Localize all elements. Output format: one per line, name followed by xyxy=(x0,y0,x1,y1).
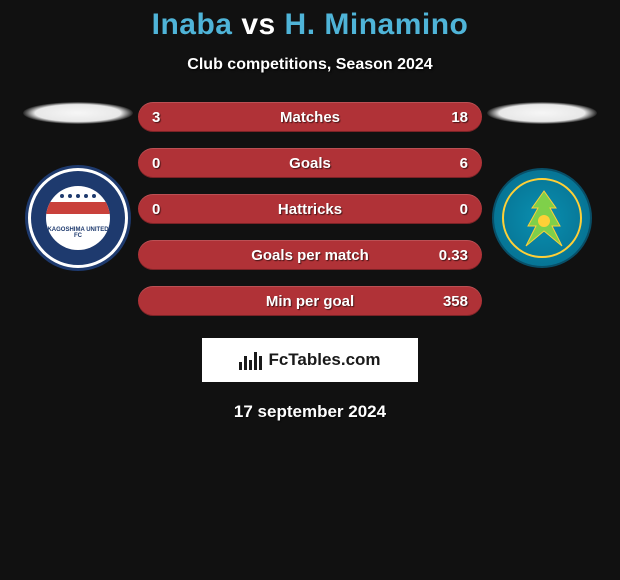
player2-name: H. Minamino xyxy=(285,8,469,41)
stat-bar: 0 Goals 6 xyxy=(138,148,482,178)
player2-placeholder xyxy=(487,102,597,124)
stat-label: Goals per match xyxy=(251,247,369,264)
brand-link[interactable]: FcTables.com xyxy=(202,338,418,382)
vs-separator: vs xyxy=(241,8,275,41)
team2-crest-emblem xyxy=(514,186,574,256)
page-title: Inaba vs H. Minamino xyxy=(152,8,469,42)
stat-label: Min per goal xyxy=(266,293,354,310)
comparison-card: Inaba vs H. Minamino Club competitions, … xyxy=(0,0,620,422)
date-label: 17 september 2024 xyxy=(234,402,386,422)
player1-name: Inaba xyxy=(152,8,233,41)
left-column: KAGOSHIMA UNITED FC xyxy=(18,102,138,268)
crest-stripe xyxy=(46,202,110,214)
stat-bar: 0 Hattricks 0 xyxy=(138,194,482,224)
crest-decor-dots xyxy=(60,194,96,198)
stat-bar: Goals per match 0.33 xyxy=(138,240,482,270)
stats-column: 3 Matches 18 0 Goals 6 0 Hattricks 0 Goals per ma… xyxy=(138,102,482,316)
stat-value-left: 0 xyxy=(152,155,160,172)
stat-value-left: 3 xyxy=(152,109,160,126)
stat-bar: Min per goal 358 xyxy=(138,286,482,316)
team2-crest xyxy=(492,168,592,268)
team1-crest-inner: KAGOSHIMA UNITED FC xyxy=(46,186,110,250)
team1-crest-text: KAGOSHIMA UNITED FC xyxy=(46,227,110,240)
team1-crest: KAGOSHIMA UNITED FC xyxy=(28,168,128,268)
stat-label: Matches xyxy=(280,109,340,126)
stat-value-right: 0 xyxy=(460,201,468,218)
stat-value-right: 6 xyxy=(460,155,468,172)
stat-label: Hattricks xyxy=(278,201,342,218)
stat-value-right: 18 xyxy=(451,109,468,126)
right-column xyxy=(482,102,602,268)
brand-chart-icon xyxy=(239,350,262,370)
subtitle: Club competitions, Season 2024 xyxy=(187,56,432,74)
stat-value-right: 358 xyxy=(443,293,468,310)
player1-placeholder xyxy=(23,102,133,124)
stat-value-right: 0.33 xyxy=(439,247,468,264)
stat-bar: 3 Matches 18 xyxy=(138,102,482,132)
brand-text: FcTables.com xyxy=(268,350,380,370)
stat-label: Goals xyxy=(289,155,331,172)
main-row: KAGOSHIMA UNITED FC 3 Matches 18 0 Goals 6 0 Ha… xyxy=(0,102,620,316)
stat-value-left: 0 xyxy=(152,201,160,218)
